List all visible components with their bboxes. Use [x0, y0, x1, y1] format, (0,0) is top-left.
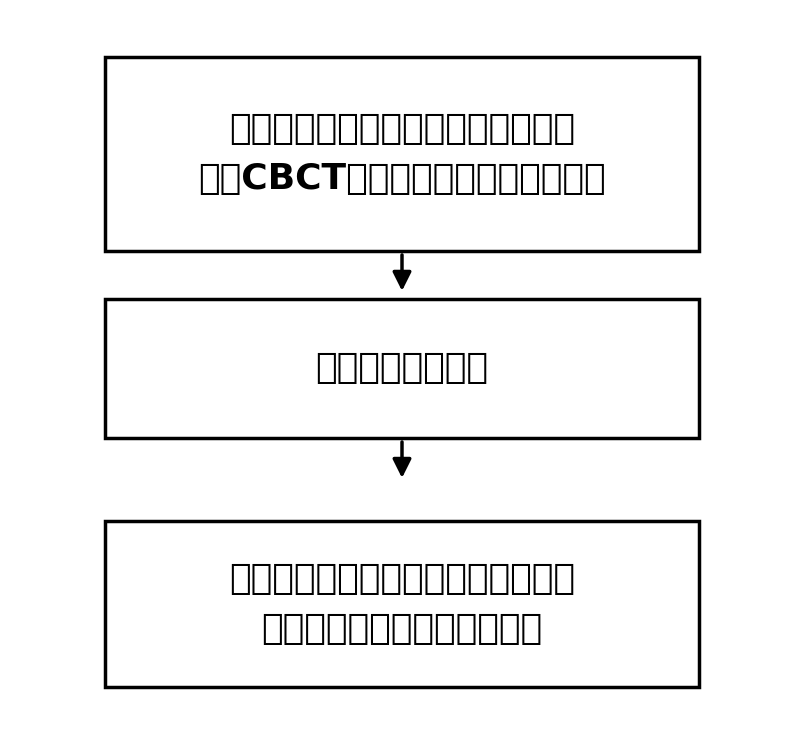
Text: 分别计算左右两侧下颌骨旋转中心，
并连线获得下颌骨横向旋转轴: 分别计算左右两侧下颌骨旋转中心， 并连线获得下颌骨横向旋转轴 [229, 562, 574, 646]
Bar [105, 299, 698, 438]
Bar [105, 521, 698, 687]
Text: 获取患者开口和咬合插片后两个状态
下的CBCT数据，进行模型重建和配准: 获取患者开口和咬合插片后两个状态 下的CBCT数据，进行模型重建和配准 [198, 111, 605, 196]
Bar [105, 57, 698, 251]
Text: 定位双侧投影平面: 定位双侧投影平面 [315, 352, 488, 385]
